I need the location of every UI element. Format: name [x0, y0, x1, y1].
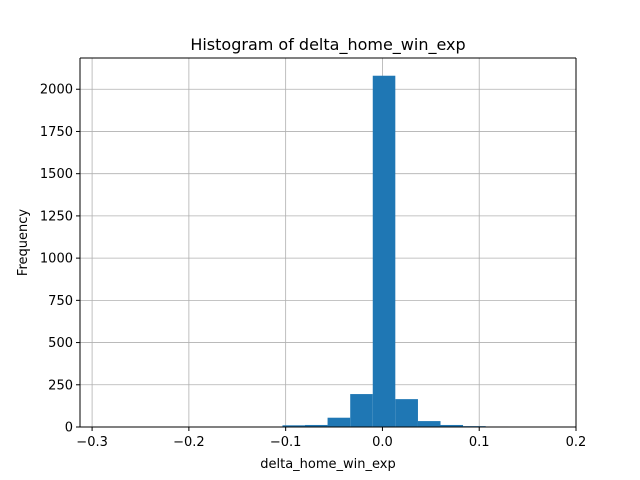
histogram-bar [305, 424, 328, 427]
y-tick-label: 1750 [40, 125, 73, 140]
y-tick-label: 0 [65, 421, 73, 436]
histogram-bar [395, 399, 418, 427]
histogram-bars [101, 75, 554, 427]
histogram-bar [440, 424, 464, 427]
x-tick-label: 0.2 [566, 435, 587, 450]
y-tick-label: 1000 [40, 252, 73, 267]
grid-lines [80, 58, 577, 428]
histogram-bar [327, 417, 351, 427]
x-tick-label: −0.2 [173, 435, 205, 450]
x-tick-label: −0.1 [270, 435, 302, 450]
histogram-bar [282, 425, 306, 427]
axes-frame [79, 57, 577, 428]
x-axis-label: delta_home_win_exp [260, 457, 395, 472]
y-tick-label: 750 [48, 294, 73, 309]
x-tick-label: 0.0 [372, 435, 393, 450]
x-axis-ticks: −0.3 −0.2 −0.1 0.0 0.1 0.2 [76, 427, 586, 450]
plot-area [80, 58, 576, 427]
y-tick-label: 250 [48, 378, 73, 393]
y-tick-label: 2000 [40, 83, 73, 98]
x-tick-label: −0.3 [76, 435, 108, 450]
histogram-bar [372, 75, 396, 427]
y-axis-label: Frequency [16, 209, 31, 276]
y-axis-ticks: 0 250 500 750 1000 1250 1500 1750 2000 [40, 83, 80, 436]
histogram-bar [417, 421, 441, 427]
x-tick-label: 0.1 [469, 435, 490, 450]
histogram-bar [350, 394, 373, 427]
chart-title: Histogram of delta_home_win_exp [190, 35, 465, 55]
y-tick-label: 500 [48, 336, 73, 351]
y-tick-label: 1500 [40, 167, 73, 182]
y-tick-label: 1250 [40, 209, 73, 224]
